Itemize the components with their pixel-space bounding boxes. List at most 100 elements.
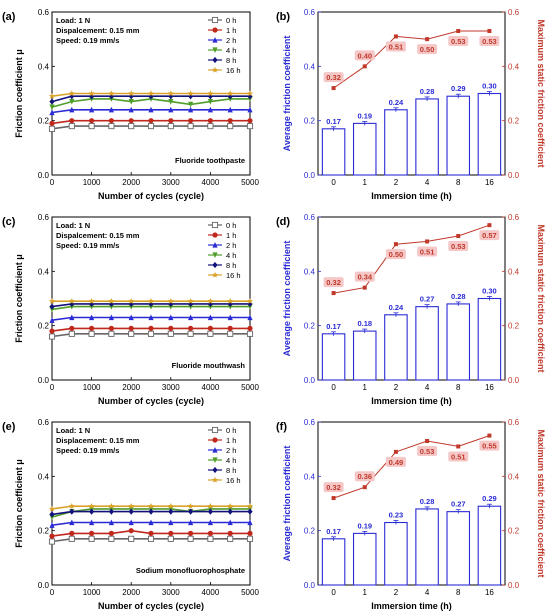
legend-entry: 0 h [226,221,236,230]
legend-entry: 4 h [226,46,236,55]
static-label-bg [417,446,438,457]
bar-value-label: 0.28 [420,87,435,96]
data-point [49,98,55,105]
static-point [393,449,398,454]
data-point [49,317,55,323]
static-label-bg [323,482,344,493]
data-point [148,118,154,124]
data-point [207,118,213,124]
bar-value-label: 0.17 [326,322,341,331]
legend-entry: 16 h [226,476,241,485]
static-value-label: 0.32 [326,483,341,492]
data-point [168,508,174,515]
y-tick-label: 0.0 [304,581,316,590]
series-1h [49,325,253,334]
data-point [68,330,75,337]
legend-entry: 1 h [226,26,236,35]
data-point [88,123,95,130]
annotation: Displacement: 0.15 mm [56,436,140,445]
legend-entry: 8 h [226,56,236,65]
data-point [247,106,253,113]
x-tick-label: 2 [394,178,399,187]
data-point [69,325,75,331]
x-tick-label: 1000 [83,383,101,392]
static-value-label: 0.51 [420,247,435,256]
static-label-bg [417,246,438,257]
x-tick-label: 8 [456,383,461,392]
x-tick-label: 2000 [122,178,140,187]
data-point [227,330,234,337]
legend-entry: 2 h [226,446,236,455]
legend-entry: 0 h [226,426,236,435]
series-8h [49,508,253,518]
static-value-label: 0.53 [451,242,466,251]
series-0h [48,330,254,340]
x-tick-label: 16 [485,383,494,392]
y2-tick-label: 0.6 [508,418,520,427]
legend-marker [212,37,218,43]
static-point [425,439,430,444]
data-point [89,325,95,331]
legend-entry: 1 h [226,436,236,445]
x-tick-label: 5000 [241,383,259,392]
legend-marker [211,66,219,73]
static-value-label: 0.53 [451,37,466,46]
data-point [207,90,214,97]
data-point [128,535,135,542]
data-point [168,519,174,526]
static-label-bg [354,271,375,282]
data-point [89,314,95,321]
bar-value-label: 0.28 [451,292,466,301]
legend-marker [212,447,218,453]
data-point [108,503,115,509]
legend-marker [212,47,218,53]
static-point [456,444,461,449]
data-point [48,538,56,545]
static-point [487,223,492,228]
y-tick-label: 0.0 [304,171,316,180]
data-point [108,90,115,97]
static-point [331,496,336,501]
annotation: Dispalcement: 0.15 mm [56,231,140,240]
data-point [227,298,234,304]
data-point [207,508,213,515]
bar-value-label: 0.19 [357,111,372,120]
static-label-bg [385,41,406,52]
static-point [331,291,336,296]
static-line [333,435,490,499]
data-point [167,298,174,304]
data-point [108,330,115,337]
data-point [49,328,55,334]
data-point [227,325,233,331]
y-tick-label: 0.2 [38,117,50,126]
bar-value-label: 0.30 [482,82,497,91]
x-tick-label: 0 [331,588,336,597]
legend-marker [212,232,218,238]
data-point [207,99,213,105]
bar [384,521,408,586]
legend-marker [211,271,219,278]
static-label-bg [385,456,406,467]
y2-axis-label: Maximum static friction coefficient [536,19,546,167]
data-point [247,118,253,124]
static-point [456,234,461,239]
static-value-label: 0.53 [482,37,497,46]
y-tick-label: 0.4 [304,267,316,276]
x-tick-label: 8 [456,178,461,187]
y2-tick-label: 0.2 [508,322,520,331]
y-tick-label: 0.4 [38,62,50,71]
data-point [227,123,234,130]
data-point [147,535,155,542]
data-point [69,530,75,536]
static-point [331,86,336,91]
series-1h [49,118,253,126]
data-point [69,118,75,124]
legend-entry: 1 h [226,231,236,240]
legend-marker [212,252,218,258]
bar-value-label: 0.28 [420,497,435,506]
data-point [147,503,155,509]
bar-value-label: 0.29 [482,494,497,503]
data-point [69,508,75,515]
data-point [89,106,95,113]
x-tick-label: 3000 [162,588,180,597]
